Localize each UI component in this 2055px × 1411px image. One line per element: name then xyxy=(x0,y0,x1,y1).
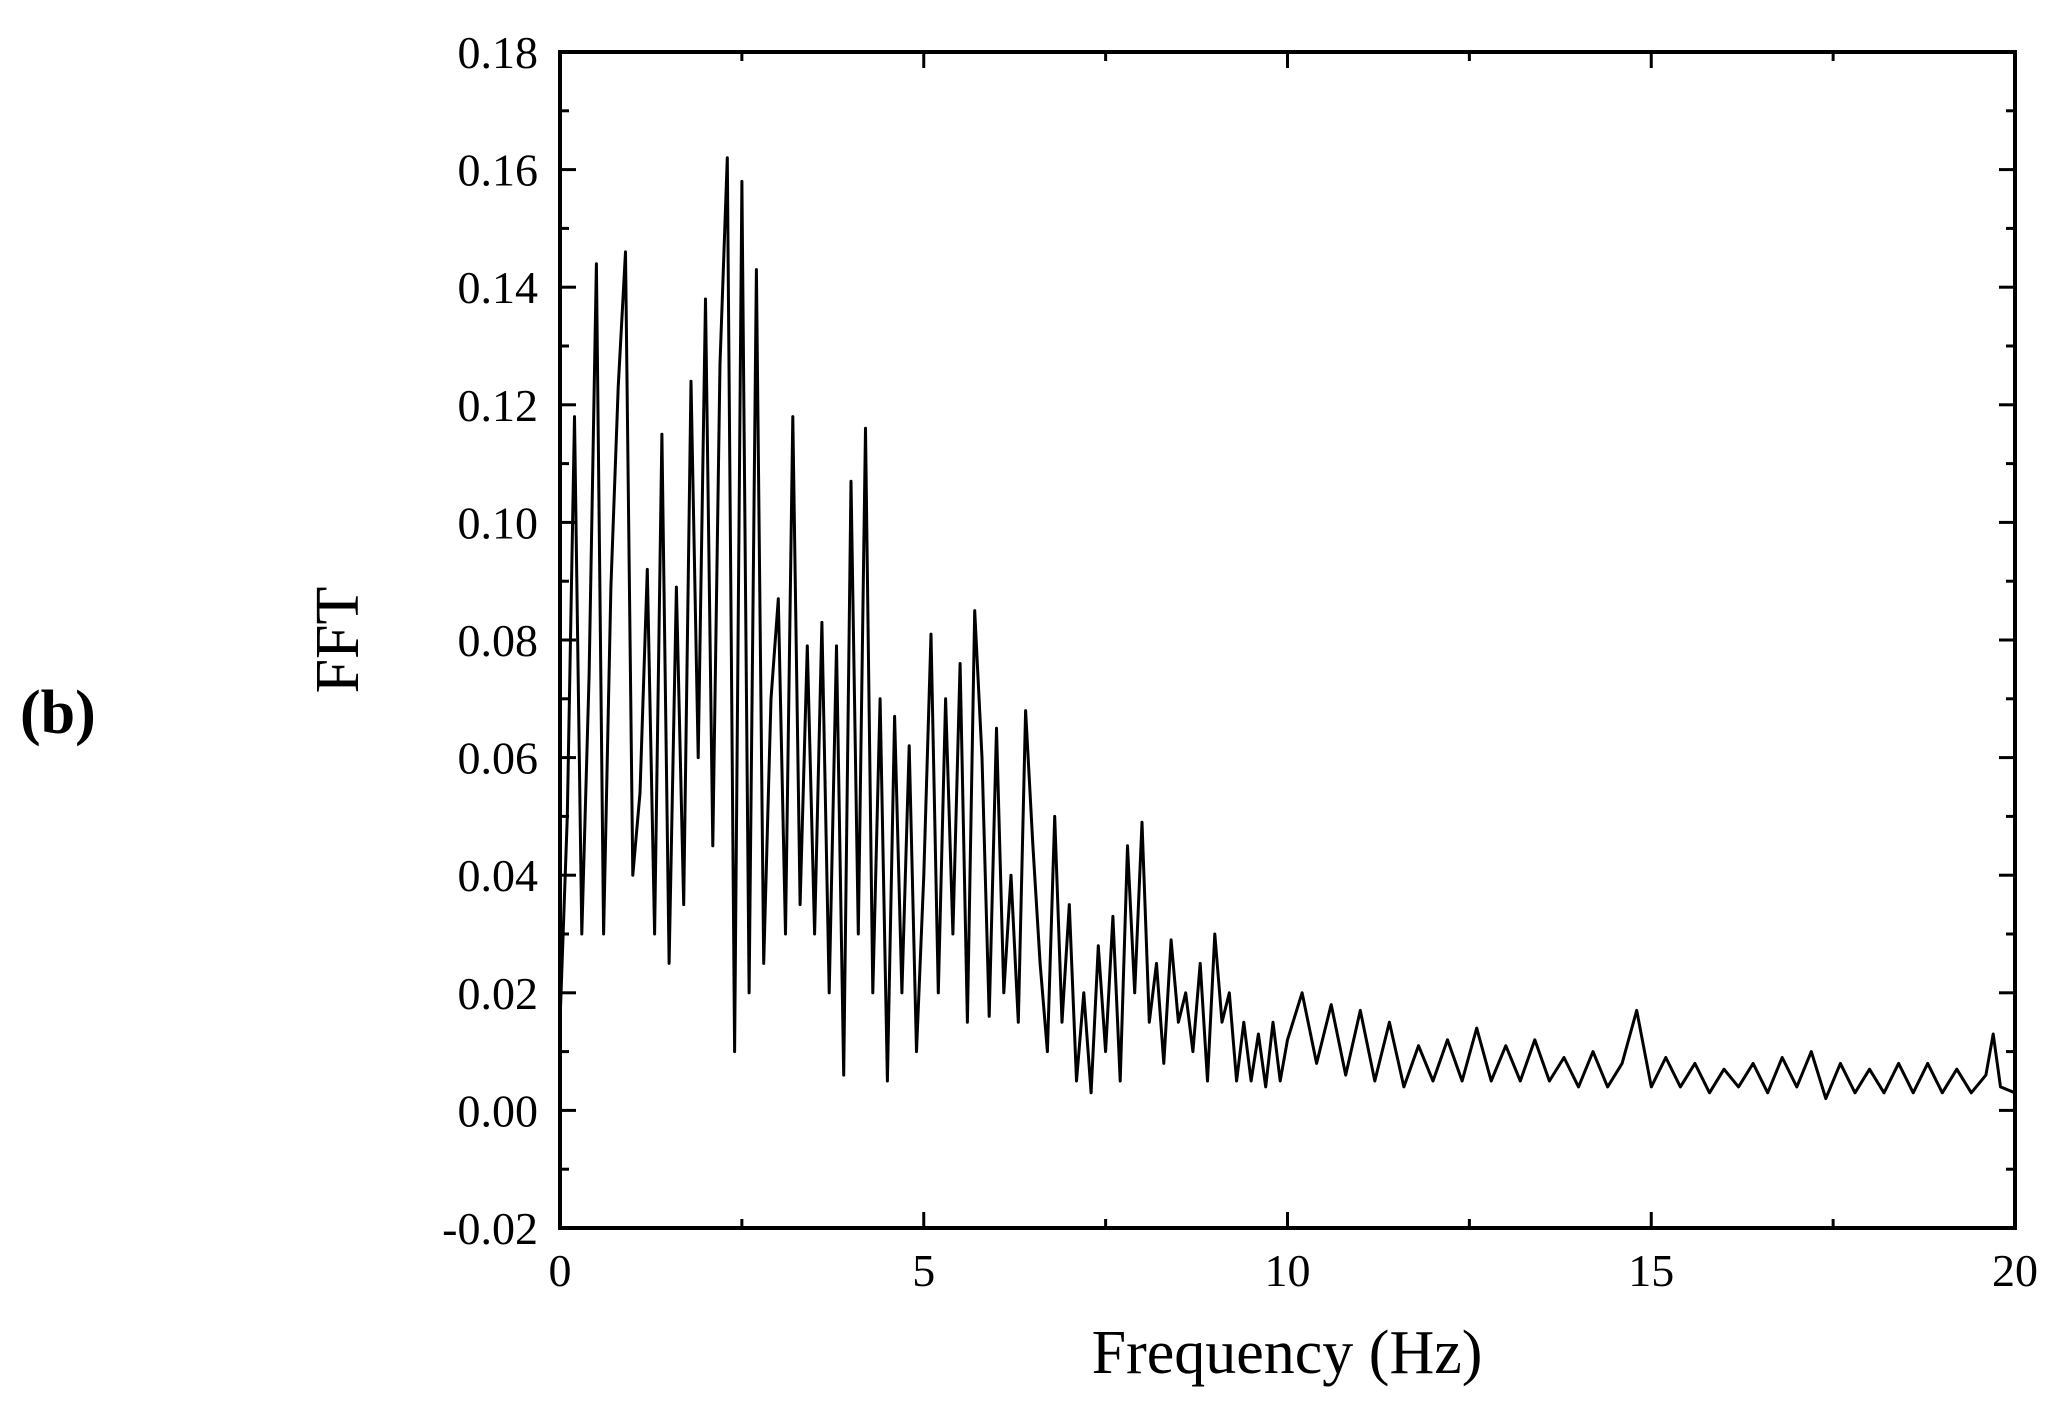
y-tick-label: 0.02 xyxy=(458,968,539,1019)
y-tick-label: 0.16 xyxy=(458,145,539,196)
y-tick-label: 0.00 xyxy=(458,1085,539,1136)
tick-labels: -0.02 0.00 0.02 0.04 0.06 0.08 0.10 0.12 0.14 0.1… xyxy=(442,27,2038,1296)
y-tick-label: 0.12 xyxy=(458,380,539,431)
y-tick-label: 0.06 xyxy=(458,733,539,784)
x-tick-label: 10 xyxy=(1265,1245,1311,1296)
y-tick-label: -0.02 xyxy=(442,1203,538,1254)
y-axis-title: FFT xyxy=(304,587,372,694)
y-tick-label: 0.04 xyxy=(458,850,539,901)
y-tick-label: 0.14 xyxy=(458,262,539,313)
x-tick-label: 20 xyxy=(1992,1245,2038,1296)
panel-label: (b) xyxy=(20,679,96,747)
x-tick-label: 15 xyxy=(1628,1245,1674,1296)
y-tick-label: 0.18 xyxy=(458,27,539,78)
x-tick-label: 0 xyxy=(549,1245,572,1296)
x-axis-title: Frequency (Hz) xyxy=(1092,1319,1483,1387)
fft-series-line xyxy=(558,156,2016,1101)
x-tick-label: 5 xyxy=(912,1245,935,1296)
y-tick-label: 0.08 xyxy=(458,615,539,666)
y-tick-label: 0.10 xyxy=(458,497,539,548)
plot-frame xyxy=(558,50,2017,1230)
